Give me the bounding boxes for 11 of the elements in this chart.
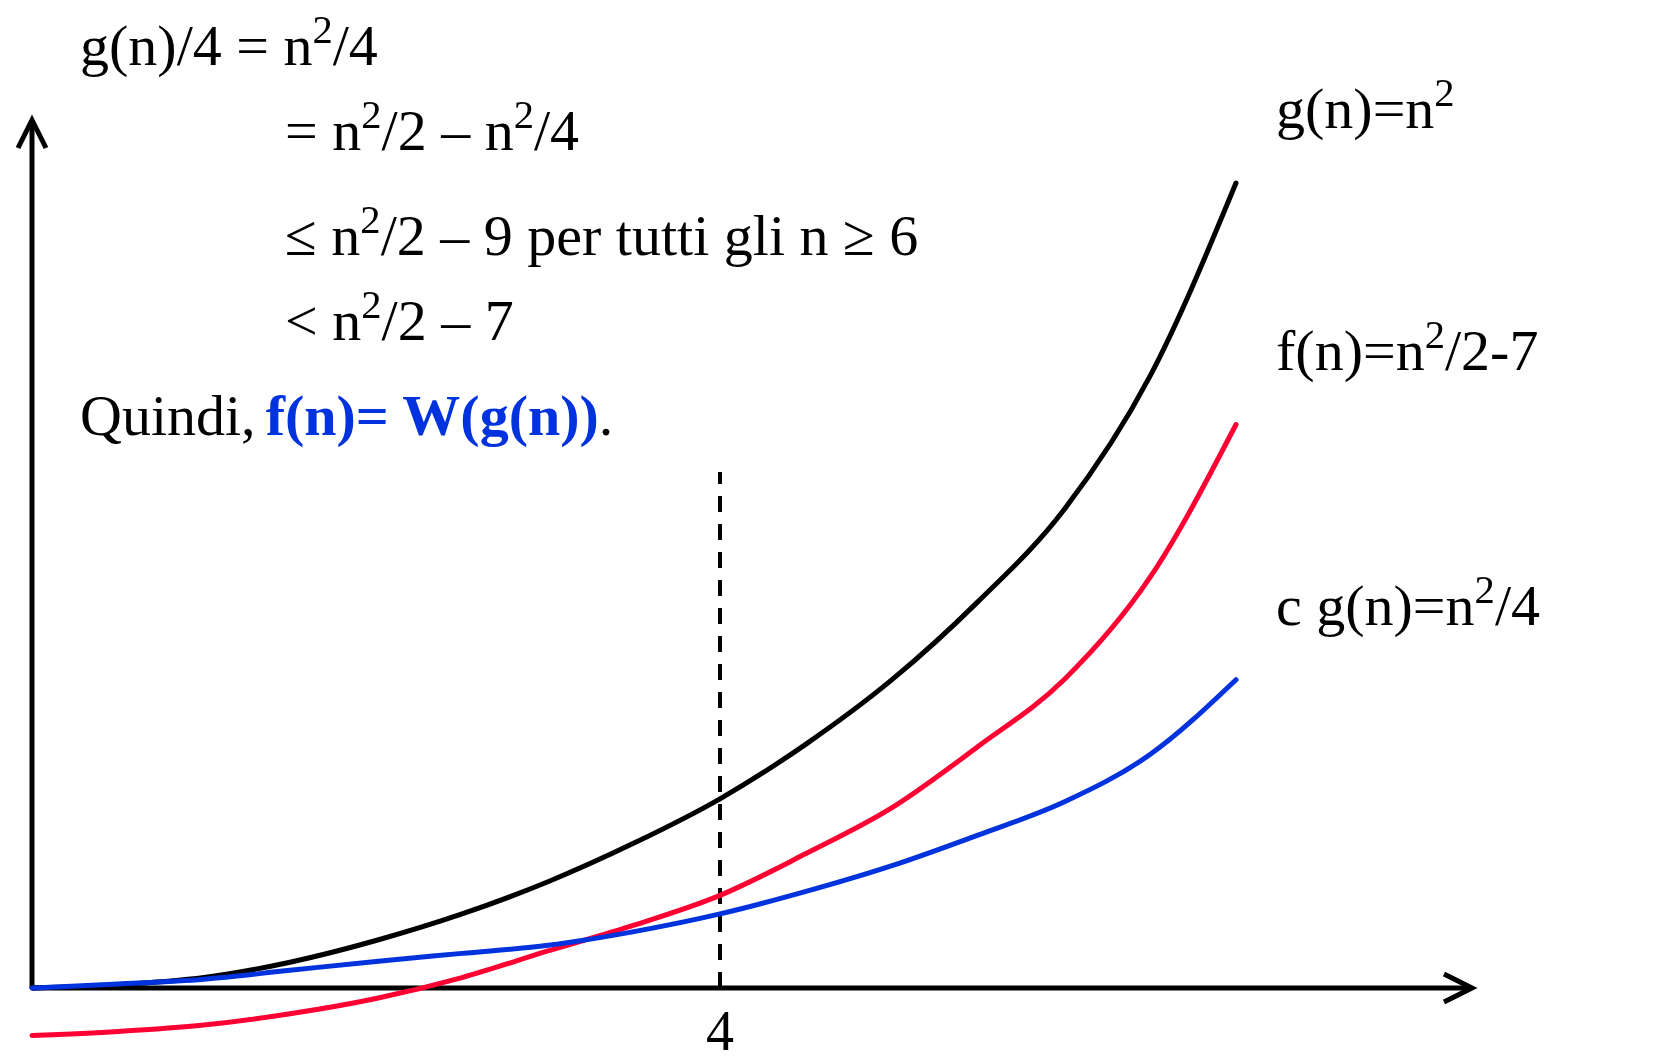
annotation: .: [598, 383, 614, 448]
series-label: c g(n)=n$^{2}$/4: [1276, 566, 1541, 638]
annotation: ≤ n$^{2}$/2 – 9 per tutti gli n ≥ 6: [285, 196, 919, 268]
series-label: f(n)=n$^{2}$/2-7: [1276, 311, 1539, 383]
text: g(n)/4 = n$^{2}$/4: [80, 6, 378, 78]
annotation: f(n)= W(g(n)): [265, 383, 599, 448]
text: 4: [706, 1000, 734, 1062]
series-label: g(n)=n$^{2}$: [1276, 69, 1455, 141]
text: = n$^{2}$/2 – n$^{2}$/4: [285, 91, 580, 163]
annotation: Quindi,: [80, 383, 256, 448]
annotation: < n$^{2}$/2 – 7: [285, 281, 514, 353]
